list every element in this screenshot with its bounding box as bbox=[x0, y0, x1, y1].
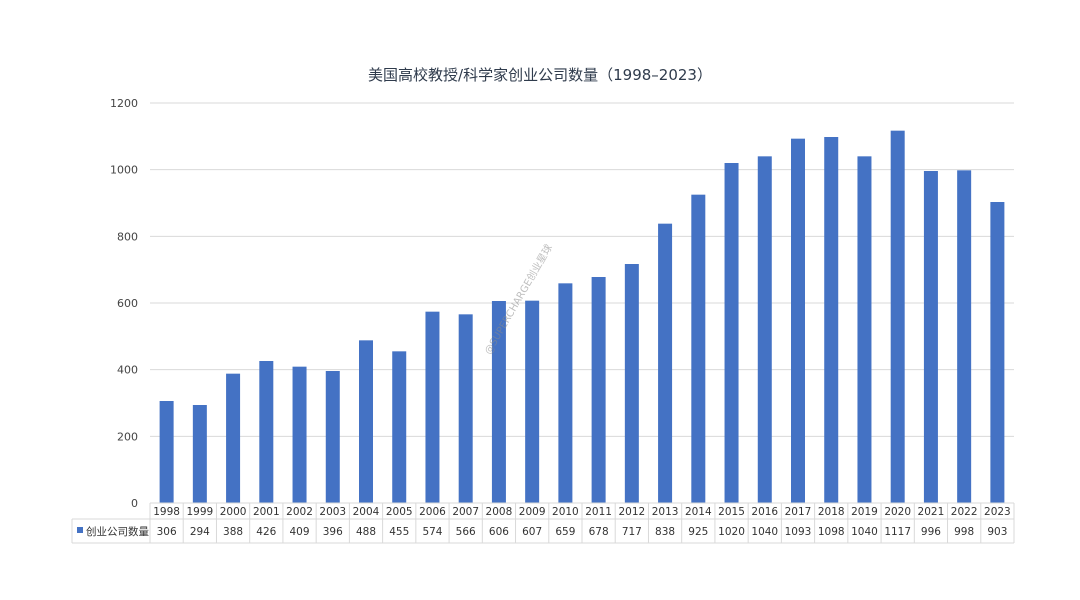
y-tick-label: 600 bbox=[117, 297, 138, 310]
bars bbox=[159, 130, 1005, 504]
x-tick-label: 2003 bbox=[319, 506, 346, 518]
data-label: 574 bbox=[422, 526, 442, 538]
legend-label: 创业公司数量 bbox=[86, 525, 149, 538]
bar bbox=[292, 366, 307, 503]
data-table: 1998 306 1999 294 2000 388 2001 426 2002 409 2003 3… bbox=[71, 502, 1015, 544]
data-label: 925 bbox=[688, 526, 708, 538]
y-tick-label: 200 bbox=[117, 430, 138, 443]
data-label: 838 bbox=[655, 526, 675, 538]
data-label: 426 bbox=[256, 526, 276, 538]
x-tick-label: 2005 bbox=[386, 506, 413, 518]
x-tick-label: 2009 bbox=[519, 506, 546, 518]
x-tick-label: 2016 bbox=[751, 506, 778, 518]
data-label: 1093 bbox=[785, 526, 812, 538]
bar bbox=[724, 163, 739, 503]
bar bbox=[990, 202, 1005, 503]
y-tick-label: 1200 bbox=[110, 97, 138, 110]
bar bbox=[392, 351, 407, 503]
x-tick-label: 2000 bbox=[220, 506, 247, 518]
data-label: 294 bbox=[190, 526, 210, 538]
data-label: 996 bbox=[921, 526, 941, 538]
bar bbox=[359, 340, 373, 503]
x-tick-label: 2001 bbox=[253, 506, 280, 518]
data-label: 306 bbox=[157, 526, 177, 538]
x-tick-label: 2014 bbox=[685, 506, 712, 518]
y-axis-ticks: 0 200 400 600 800 1000 1200 bbox=[110, 97, 138, 510]
bar bbox=[159, 401, 174, 503]
bar bbox=[957, 170, 972, 504]
watermark-text: @SUPERCHARGE创业星球 bbox=[481, 242, 555, 357]
gridlines bbox=[150, 102, 1014, 504]
data-label: 998 bbox=[954, 526, 974, 538]
data-label: 1117 bbox=[884, 526, 911, 538]
x-tick-label: 2002 bbox=[286, 506, 313, 518]
data-label: 566 bbox=[456, 526, 476, 538]
x-tick-label: 2015 bbox=[718, 506, 745, 518]
x-tick-label: 2010 bbox=[552, 506, 579, 518]
data-label: 488 bbox=[356, 526, 376, 538]
x-tick-label: 2008 bbox=[486, 506, 513, 518]
bar bbox=[791, 138, 805, 503]
bar bbox=[226, 373, 241, 503]
bar bbox=[458, 314, 473, 503]
x-tick-label: 2013 bbox=[652, 506, 679, 518]
x-tick-label: 2018 bbox=[818, 506, 845, 518]
y-tick-label: 1000 bbox=[110, 164, 138, 177]
chart-title: 美国高校教授/科学家创业公司数量（1998–2023） bbox=[368, 66, 712, 84]
y-tick-label: 800 bbox=[117, 230, 138, 243]
bar bbox=[691, 194, 706, 503]
bar bbox=[824, 137, 839, 503]
legend-swatch bbox=[77, 527, 83, 533]
data-label: 388 bbox=[223, 526, 243, 538]
x-tick-label: 2011 bbox=[585, 506, 612, 518]
y-tick-label: 400 bbox=[117, 364, 138, 377]
data-label: 659 bbox=[555, 526, 575, 538]
data-label: 606 bbox=[489, 526, 509, 538]
data-label: 607 bbox=[522, 526, 542, 538]
data-label: 1020 bbox=[718, 526, 745, 538]
data-label: 1040 bbox=[751, 526, 778, 538]
x-tick-label: 2023 bbox=[984, 506, 1011, 518]
x-tick-label: 2020 bbox=[884, 506, 911, 518]
x-tick-label: 2017 bbox=[785, 506, 812, 518]
bar bbox=[890, 130, 905, 503]
x-tick-label: 2004 bbox=[353, 506, 380, 518]
bar bbox=[857, 156, 872, 504]
bar bbox=[491, 301, 506, 503]
data-label: 455 bbox=[389, 526, 409, 538]
data-label: 903 bbox=[987, 526, 1007, 538]
x-tick-label: 2012 bbox=[618, 506, 645, 518]
bar bbox=[425, 311, 440, 503]
data-label: 1098 bbox=[818, 526, 845, 538]
x-tick-label: 2006 bbox=[419, 506, 446, 518]
data-label: 678 bbox=[589, 526, 609, 538]
bar bbox=[525, 300, 540, 503]
data-label: 396 bbox=[323, 526, 343, 538]
bar bbox=[259, 361, 274, 503]
data-label: 409 bbox=[290, 526, 310, 538]
x-tick-label: 2019 bbox=[851, 506, 878, 518]
bar bbox=[923, 171, 938, 503]
data-label: 1040 bbox=[851, 526, 878, 538]
x-tick-label: 1999 bbox=[186, 506, 213, 518]
bar bbox=[325, 371, 340, 503]
y-tick-label: 0 bbox=[131, 497, 138, 510]
x-tick-label: 2021 bbox=[918, 506, 945, 518]
x-tick-label: 2022 bbox=[951, 506, 978, 518]
bar bbox=[192, 405, 207, 503]
x-tick-label: 1998 bbox=[153, 506, 180, 518]
bar bbox=[658, 223, 673, 503]
x-tick-label: 2007 bbox=[452, 506, 479, 518]
bar bbox=[757, 156, 772, 504]
bar bbox=[558, 283, 573, 503]
bar bbox=[591, 277, 606, 503]
bar bbox=[624, 264, 639, 503]
data-label: 717 bbox=[622, 526, 642, 538]
